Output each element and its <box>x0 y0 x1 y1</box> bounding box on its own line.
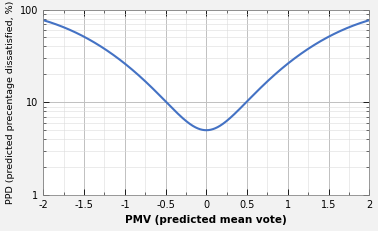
Y-axis label: PPD (predicted precentage dissatisfied, %): PPD (predicted precentage dissatisfied, … <box>6 1 15 204</box>
X-axis label: PMV (predicted mean vote): PMV (predicted mean vote) <box>125 216 287 225</box>
